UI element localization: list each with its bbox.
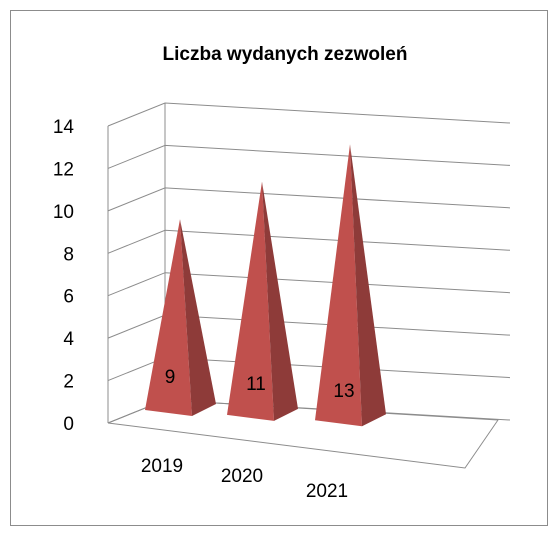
- pyramid-side: [180, 219, 216, 416]
- pyramid-side: [350, 144, 386, 427]
- chart-title: Liczba wydanych zezwoleń: [163, 44, 408, 65]
- y-tick-label: 12: [53, 159, 74, 180]
- x-tick-label: 2020: [221, 466, 263, 487]
- data-label: 9: [165, 367, 176, 388]
- pyramid: [145, 219, 216, 416]
- x-tick-label: 2021: [306, 481, 348, 502]
- grid-line: [107, 272, 511, 297]
- y-tick-label: 2: [63, 372, 74, 393]
- pyramid-front: [315, 144, 362, 427]
- y-tick-label: 8: [63, 244, 74, 265]
- pyramid-front: [227, 181, 274, 421]
- grid-line: [107, 187, 511, 212]
- grid-line: [107, 229, 511, 254]
- grid-line: [107, 102, 511, 127]
- x-tick-label: 2019: [141, 456, 183, 477]
- data-label: 13: [333, 381, 354, 402]
- y-tick-label: 0: [63, 414, 74, 435]
- pyramid: [227, 181, 298, 421]
- data-label: 11: [246, 374, 266, 395]
- y-tick-label: 4: [63, 329, 74, 350]
- chart-frame: [10, 10, 548, 526]
- y-tick-label: 6: [63, 287, 74, 308]
- pyramid-side: [262, 181, 298, 421]
- grid-line: [107, 144, 511, 169]
- pyramid: [315, 144, 386, 427]
- pyramid-front: [145, 219, 192, 416]
- y-tick-label: 14: [53, 117, 75, 138]
- y-tick-label: 10: [53, 202, 74, 223]
